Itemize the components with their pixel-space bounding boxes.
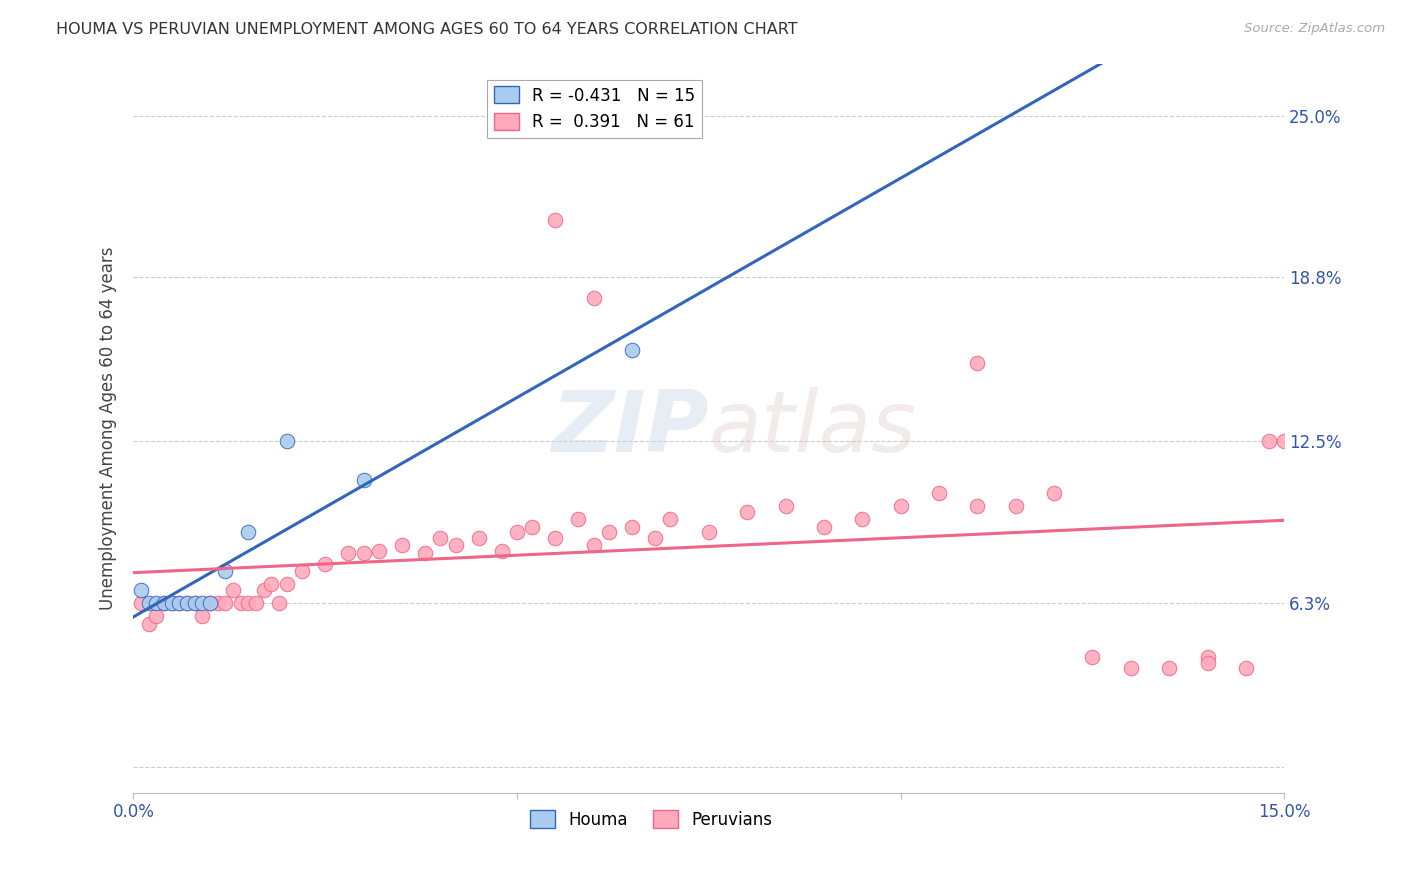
Point [138, 596, 160, 610]
Point [169, 596, 191, 610]
Point [176, 596, 198, 610]
Legend: Houma, Peruvians: Houma, Peruvians [523, 804, 779, 835]
Point [214, 565, 236, 579]
Point [138, 616, 160, 631]
Point [153, 596, 176, 610]
Point [928, 486, 950, 500]
Point [491, 543, 513, 558]
Point [522, 520, 544, 534]
Point [269, 596, 291, 610]
Text: Source: ZipAtlas.com: Source: ZipAtlas.com [1244, 22, 1385, 36]
Point [191, 608, 214, 623]
Point [207, 596, 229, 610]
Point [391, 538, 413, 552]
Point [169, 596, 191, 610]
Point [291, 565, 314, 579]
Point [229, 596, 252, 610]
Point [191, 596, 214, 610]
Point [153, 596, 176, 610]
Text: ZIP: ZIP [551, 387, 709, 470]
Point [735, 505, 758, 519]
Point [160, 596, 183, 610]
Point [851, 512, 873, 526]
Text: atlas: atlas [709, 387, 917, 470]
Point [222, 582, 245, 597]
Point [183, 596, 205, 610]
Point [1197, 650, 1219, 665]
Point [1234, 661, 1257, 675]
Point [253, 582, 276, 597]
Point [198, 596, 221, 610]
Point [353, 474, 375, 488]
Point [183, 596, 205, 610]
Point [276, 577, 298, 591]
Point [367, 543, 389, 558]
Point [214, 596, 236, 610]
Point [145, 596, 167, 610]
Point [1119, 661, 1142, 675]
Point [337, 546, 360, 560]
Point [238, 596, 260, 610]
Point [813, 520, 835, 534]
Point [160, 596, 183, 610]
Point [1258, 434, 1281, 449]
Point [145, 608, 167, 623]
Point [314, 557, 336, 571]
Y-axis label: Unemployment Among Ages 60 to 64 years: Unemployment Among Ages 60 to 64 years [100, 246, 117, 610]
Point [890, 500, 912, 514]
Point [697, 525, 720, 540]
Point [444, 538, 467, 552]
Point [506, 525, 529, 540]
Point [1043, 486, 1066, 500]
Point [176, 596, 198, 610]
Point [659, 512, 682, 526]
Point [238, 525, 260, 540]
Point [260, 577, 283, 591]
Point [582, 538, 605, 552]
Text: HOUMA VS PERUVIAN UNEMPLOYMENT AMONG AGES 60 TO 64 YEARS CORRELATION CHART: HOUMA VS PERUVIAN UNEMPLOYMENT AMONG AGE… [56, 22, 797, 37]
Point [567, 512, 589, 526]
Point [966, 500, 988, 514]
Point [966, 356, 988, 370]
Point [1081, 650, 1104, 665]
Point [544, 213, 567, 227]
Point [429, 531, 451, 545]
Point [467, 531, 489, 545]
Point [198, 596, 221, 610]
Point [413, 546, 436, 560]
Point [1272, 434, 1295, 449]
Point [582, 291, 605, 305]
Point [129, 596, 152, 610]
Point [245, 596, 267, 610]
Point [129, 582, 152, 597]
Point [276, 434, 298, 449]
Point [353, 546, 375, 560]
Point [1197, 656, 1219, 670]
Point [621, 343, 644, 358]
Point [544, 531, 567, 545]
Point [775, 500, 797, 514]
Point [644, 531, 666, 545]
Point [598, 525, 620, 540]
Point [621, 520, 644, 534]
Point [1159, 661, 1181, 675]
Point [1004, 500, 1026, 514]
